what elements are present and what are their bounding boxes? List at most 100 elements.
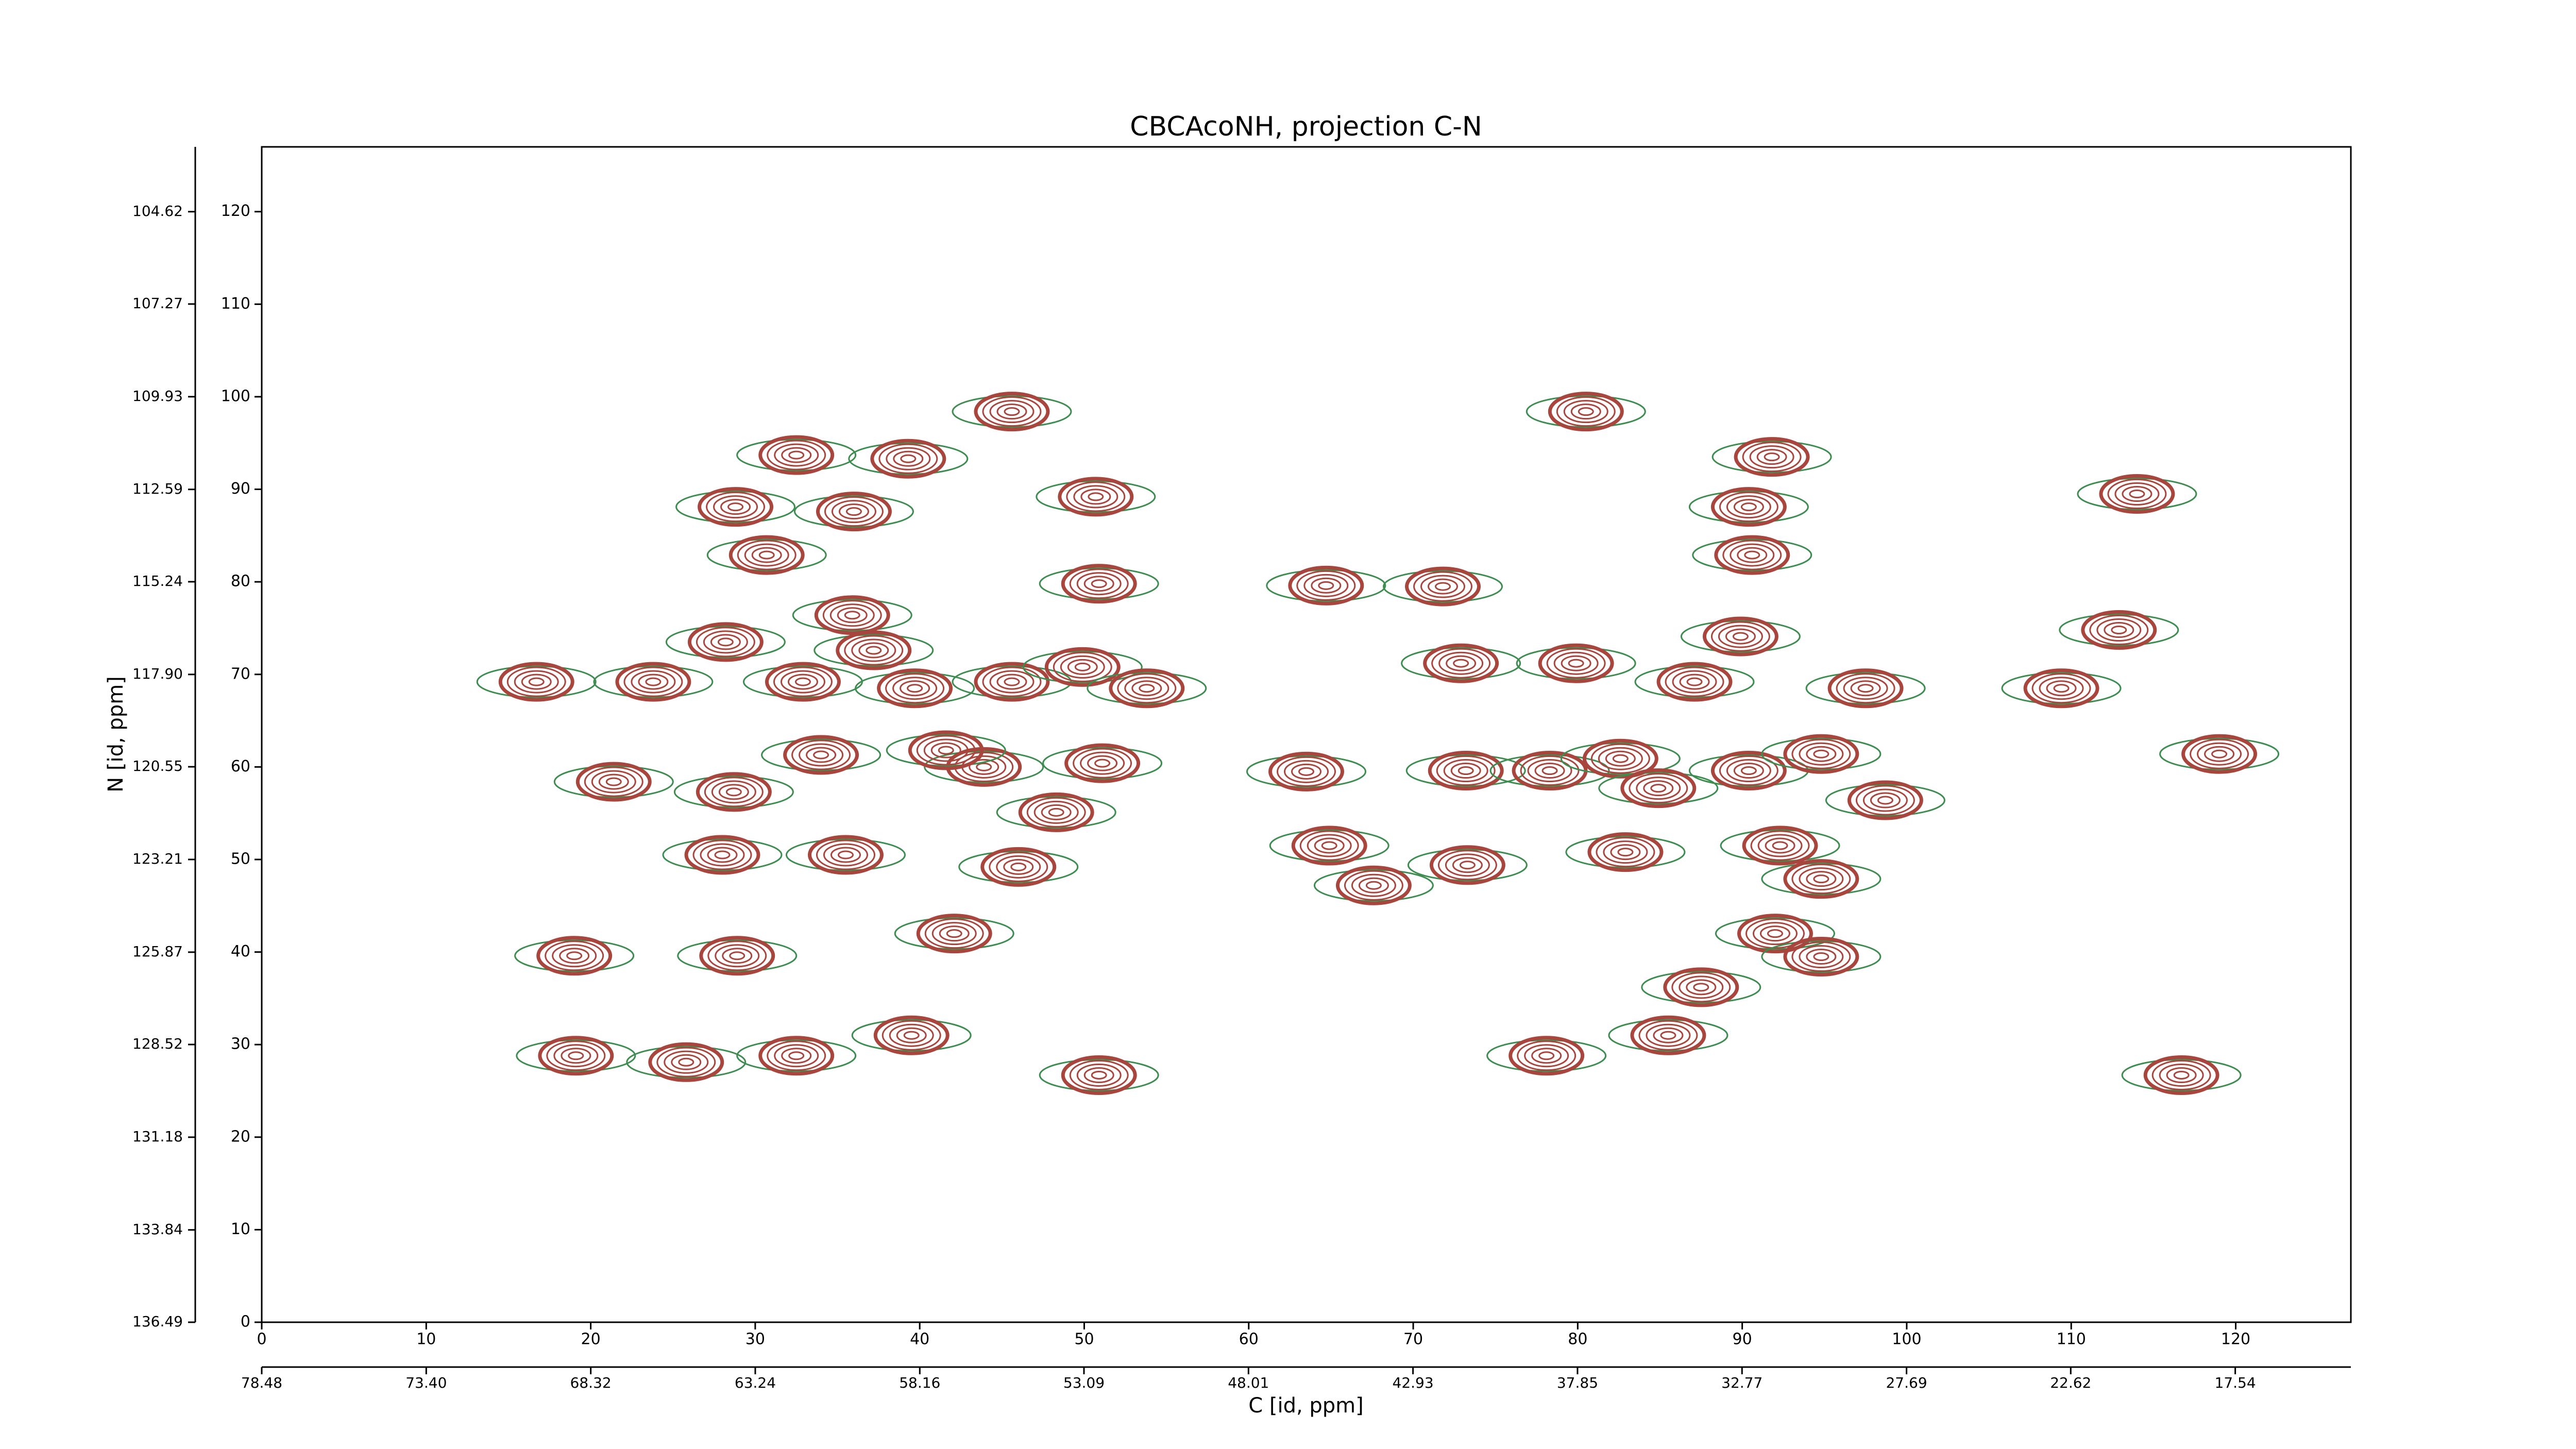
y-tick-label: 80 [231,572,250,591]
peak-contour [2151,1059,2211,1090]
y-tick-label: 50 [231,850,250,868]
peak-contour [1726,495,1771,519]
x2-tick-label: 32.77 [1721,1374,1762,1391]
peak-contour [1061,564,1137,604]
peak-contour [2081,610,2157,650]
peak-contour [605,777,622,786]
peak-contour [903,1031,920,1040]
negative-contour [1688,491,1809,524]
peak-contour [1857,684,1874,693]
peak-contour [908,730,984,770]
peak-contour [2204,746,2235,762]
x-tick-label: 60 [1239,1330,1259,1349]
peak-contour [1744,550,1760,560]
peak-contour [946,929,962,938]
peak-contour [1420,575,1466,598]
peak-contour [1568,659,1584,668]
peak-contour [1358,877,1389,894]
negative-contour [996,796,1116,829]
peak-contour [559,948,590,964]
peak-contour [1722,540,1782,570]
peak-contour [700,843,745,867]
peak-contour [718,784,749,800]
peak-contour [938,746,954,755]
peak-contour [845,507,862,516]
negative-contour [673,776,794,808]
peak-contour [1772,841,1788,850]
peak-contour [1076,1063,1122,1087]
negative-contour [2059,614,2179,647]
y-tick-label: 20 [231,1127,250,1145]
peak-contour [1091,1070,1107,1080]
peak-contour [1277,756,1336,787]
peak-contour [758,550,775,560]
peak-contour [696,627,755,658]
negative-contour [662,838,783,871]
peak-contour [882,1020,941,1051]
peak-contour [725,787,742,797]
peak-contour [1672,670,1717,694]
peak-contour [1855,785,1915,816]
peak-contour [1080,751,1125,775]
peak-contour [1321,841,1337,850]
peak-contour [1603,840,1648,864]
peak-contour [1531,1048,1562,1064]
peak-contour [2096,618,2142,642]
peak-contour [1010,862,1027,871]
peak-contour [751,547,782,563]
peak-contour [1732,632,1749,641]
peak-contour [536,936,613,976]
peak-contour [892,677,938,700]
peak-contour [1734,437,1810,477]
peak-contour [2031,673,2091,704]
peak-contour [773,666,833,697]
peak-contour [1288,565,1364,605]
peak-contour [711,780,756,804]
negative-contour [476,665,597,698]
x-tick-label: 120 [2221,1330,2250,1349]
peak-contour [1438,651,1484,675]
negative-contour [886,734,1006,767]
peak-contour [931,922,977,946]
peak-contour [1756,449,1787,465]
negative-contour [736,1039,857,1072]
peak-contour [823,843,868,867]
peak-contour [1563,400,1608,424]
peak-contour [1653,1027,1684,1043]
peak-contour [1806,949,1837,965]
peak-contour [1335,865,1412,905]
peak-contour [715,944,760,968]
peak-contour [774,443,819,467]
peak-contour [889,1023,934,1047]
negative-contour [1634,665,1755,698]
peak-contour [822,600,882,631]
y2-tick-label: 104.62 [132,203,183,220]
negative-contour [1761,863,1882,896]
peak-contour [1044,647,1121,687]
negative-contour [1036,480,1156,513]
peak-contour [1605,750,1636,767]
negative-contour [553,765,674,798]
peak-contour [1630,1015,1706,1055]
x-tick-label: 80 [1568,1330,1587,1349]
peak-contour [1344,870,1403,901]
peak-contour [1799,742,1844,766]
peak-contour [1620,768,1697,808]
peak-contour [552,944,597,968]
peak-contour [831,500,876,524]
negative-contour [1565,836,1686,869]
peak-contour [907,684,923,693]
peak-contour [767,1040,826,1071]
peak-contour [916,914,992,954]
negative-contour [1692,538,1812,571]
y-tick-label: 110 [221,295,250,313]
peak-contour [729,951,745,961]
peak-contour [506,666,566,697]
negative-contour [514,939,635,972]
peak-contour [744,543,789,567]
peak-contour [996,673,1027,690]
peak-contour [1650,784,1667,793]
peak-contour [1291,763,1321,780]
negative-contour [1401,647,1521,680]
peak-contour [838,503,869,520]
